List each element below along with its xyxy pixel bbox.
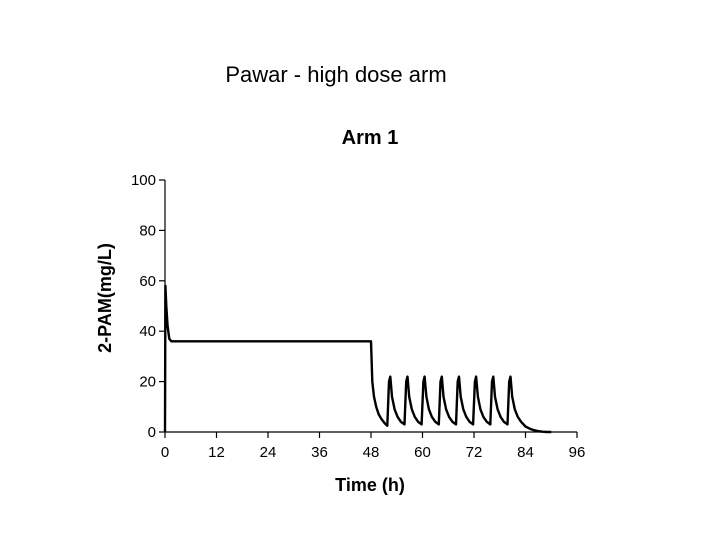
x-axis-label: Time (h) [335,475,405,495]
x-tick-label: 96 [569,444,586,461]
y-tick-label: 40 [139,323,156,340]
chart-title: Arm 1 [342,127,399,149]
y-tick-label: 60 [139,273,156,290]
x-tick-label: 60 [414,444,431,461]
y-tick-label: 20 [139,374,156,391]
series-line [163,284,552,434]
x-tick-label: 36 [311,444,328,461]
chart-ticks: 0 20 40 60 80 100 0 12 24 36 48 60 72 84 96 [131,172,585,461]
x-tick-label: 0 [161,444,169,461]
x-tick-label: 12 [208,444,225,461]
plot-area [163,284,552,434]
x-tick-label: 72 [466,444,483,461]
y-tick-label: 80 [139,222,156,239]
y-tick-label: 100 [131,172,156,189]
x-tick-label: 24 [260,444,277,461]
y-axis-label: 2-PAM(mg/L) [95,243,115,353]
x-tick-label: 84 [517,444,534,461]
y-tick-label: 0 [148,424,156,441]
slide-title: Pawar - high dose arm [225,62,447,87]
x-tick-label: 48 [363,444,380,461]
chart-axes [164,180,577,433]
